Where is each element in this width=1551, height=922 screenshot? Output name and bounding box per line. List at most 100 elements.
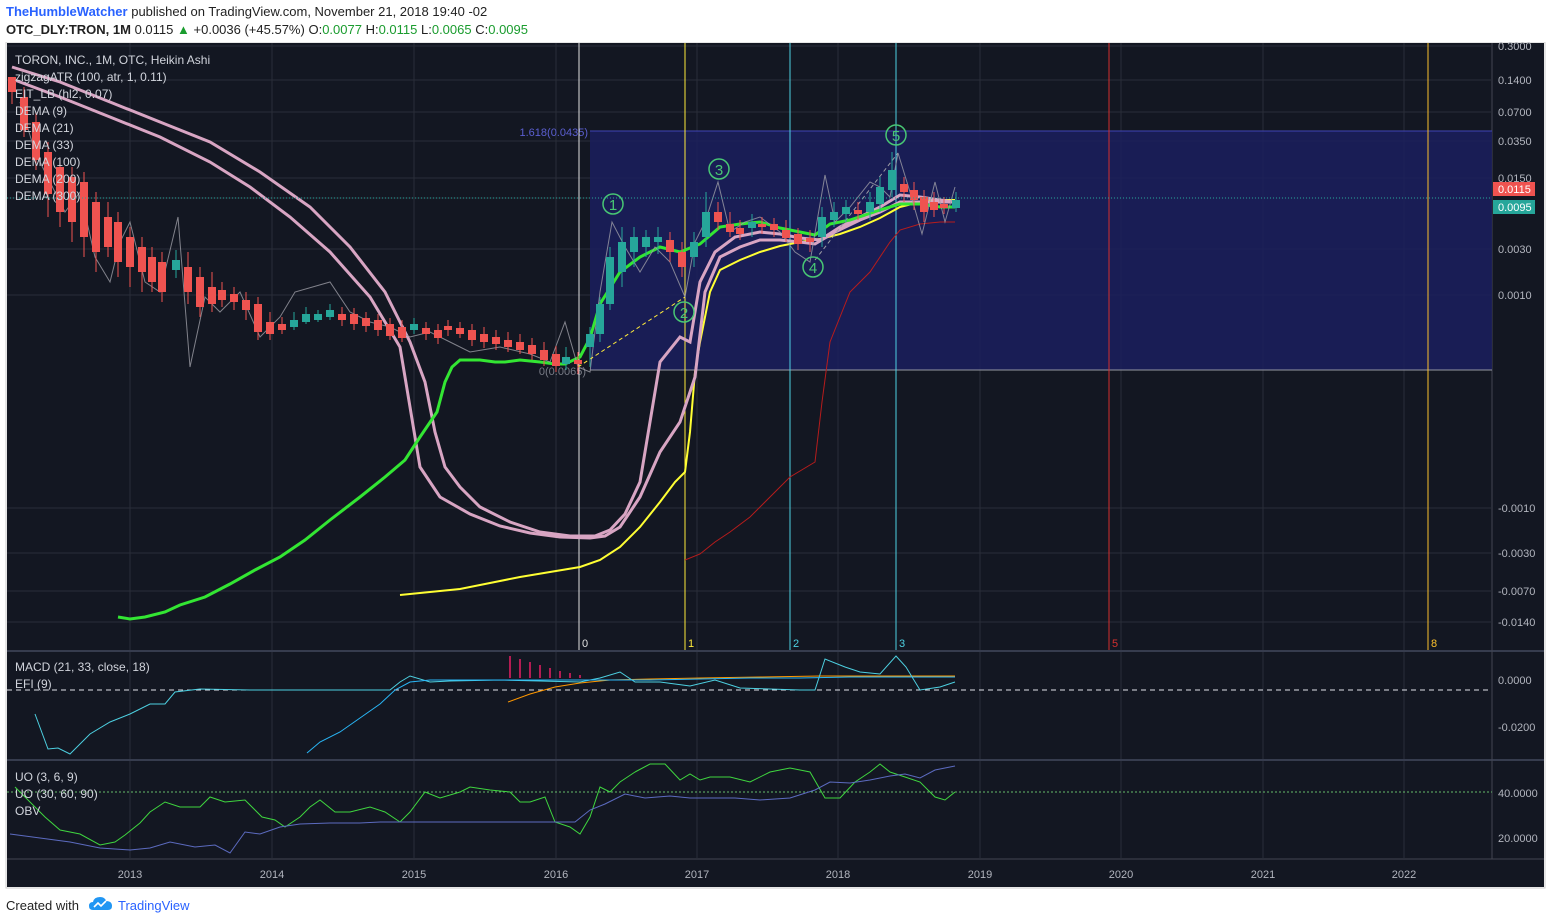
symbol-label[interactable]: OTC_DLY:TRON, 1M	[6, 22, 131, 37]
legend-dema-100[interactable]: DEMA (100)	[15, 155, 80, 169]
fib-time-zones[interactable]: 0 1 2 3 5 8	[578, 43, 1437, 650]
legend-eit[interactable]: EIT_LB (hl2, 0.07)	[15, 87, 112, 101]
ohlc-low-label: L:	[421, 22, 432, 37]
close-price-badge-label: 0.0095	[1498, 202, 1532, 214]
candle-body	[290, 320, 298, 327]
candle-body	[44, 152, 52, 194]
time-tick: 2019	[968, 869, 992, 881]
elliott-wave-labels[interactable]: 1 2 3 4 5	[602, 124, 907, 323]
dema-9-line	[684, 221, 955, 561]
legend-dema-300[interactable]: DEMA (300)	[15, 189, 80, 203]
heikin-ashi-candles[interactable]	[8, 77, 960, 374]
change-up-icon: ▲	[177, 22, 190, 37]
candle-body	[618, 242, 626, 272]
candle-body	[782, 230, 790, 238]
legend-dema-200[interactable]: DEMA (200)	[15, 172, 80, 186]
candle-body	[920, 197, 928, 212]
candle-body	[468, 330, 476, 340]
candle-body	[876, 187, 884, 204]
uo-legend-short[interactable]: UO (3, 6, 9)	[15, 770, 78, 784]
legend-dema-33[interactable]: DEMA (33)	[15, 138, 74, 152]
wave-4-label: 4	[809, 260, 817, 277]
macd-signal-line	[507, 675, 955, 703]
publish-info: published on TradingView.com, November 2…	[131, 4, 488, 19]
macd-indicator[interactable]: MACD (21, 33, close, 18) EFI (9) 0.0000 …	[7, 655, 1535, 755]
dema-21-line	[117, 202, 955, 621]
candle-body	[562, 357, 570, 364]
candle-body	[326, 310, 334, 317]
price-tick: 0.0010	[1498, 290, 1532, 302]
candle-body	[422, 328, 430, 334]
macd-pane[interactable]	[7, 652, 1492, 759]
uo-tick: 20.0000	[1498, 833, 1538, 845]
created-with-label: Created with	[6, 898, 79, 913]
uo-legend-long[interactable]: UO (30, 60, 90)	[15, 787, 98, 801]
time-tick: 2021	[1251, 869, 1275, 881]
candle-body	[114, 222, 122, 262]
wave-3-marker	[708, 158, 730, 180]
candle-body	[736, 228, 744, 234]
last-price-badge	[1493, 182, 1535, 196]
candle-body	[434, 330, 442, 338]
candle-body	[278, 324, 286, 330]
candle-body	[818, 217, 826, 237]
price-scale[interactable]	[1492, 43, 1544, 859]
time-scale[interactable]	[7, 859, 1544, 887]
chart-canvas[interactable]: 1.618(0.0435) 0(0.0065) 0 1 2 3 5 8 1 2 …	[0, 42, 1551, 892]
wave-2-marker	[673, 301, 695, 323]
price-tick: -0.0010	[1498, 503, 1535, 515]
candle-body	[504, 340, 512, 347]
uo-pane[interactable]	[7, 761, 1492, 859]
price-change: +0.0036 (+45.57%)	[193, 22, 305, 37]
candle-body	[196, 277, 204, 307]
candle-body	[606, 257, 614, 304]
candle-body	[654, 237, 662, 242]
macd-histogram	[509, 656, 581, 678]
author-link[interactable]: TheHumbleWatcher	[6, 4, 128, 19]
obv-legend[interactable]: OBV	[15, 804, 40, 818]
price-tick: 0.0350	[1498, 136, 1532, 148]
candle-body	[690, 242, 698, 257]
candle-body	[770, 224, 778, 230]
legend-dema-9[interactable]: DEMA (9)	[15, 104, 67, 118]
tradingview-link[interactable]: TradingView	[118, 898, 190, 913]
candle-body	[910, 190, 918, 200]
candle-body	[374, 320, 382, 330]
main-legend: TORON, INC., 1M, OTC, Heikin Ashi zigzag…	[15, 53, 210, 203]
candle-body	[540, 350, 548, 360]
candle-body	[516, 342, 524, 350]
candle-body	[8, 77, 16, 92]
last-price-badge-label: 0.0115	[1498, 184, 1531, 196]
efi-legend[interactable]: EFI (9)	[15, 677, 52, 691]
candle-body	[208, 287, 216, 304]
legend-dema-21[interactable]: DEMA (21)	[15, 121, 74, 135]
uo-tick: 40.0000	[1498, 788, 1538, 800]
tradingview-cloud-icon[interactable]	[88, 895, 114, 913]
footer: Created with TradingView	[0, 892, 1551, 922]
candle-body	[68, 177, 76, 222]
time-tick: 2018	[826, 869, 850, 881]
uo-indicator[interactable]: UO (3, 6, 9) UO (30, 60, 90) OBV 40.0000…	[7, 763, 1538, 854]
time-tick: 2014	[260, 869, 284, 881]
price-tick: 0.0700	[1498, 107, 1532, 119]
uo-line	[14, 763, 956, 846]
candle-body	[338, 314, 346, 320]
fib-top-label: 1.618(0.0435)	[520, 127, 589, 139]
legend-zigzag[interactable]: zigzagATR (100, atr, 1, 0.11)	[15, 70, 167, 84]
legend-symbol[interactable]: TORON, INC., 1M, OTC, Heikin Ashi	[15, 53, 210, 67]
candle-body	[266, 322, 274, 334]
price-tick: -0.0140	[1498, 617, 1535, 629]
candle-body	[930, 202, 938, 210]
candle-body	[758, 224, 766, 227]
cycle-label: 2	[793, 638, 799, 650]
candle-body	[528, 345, 536, 354]
fib-extension-box[interactable]	[590, 131, 1492, 370]
candle-body	[900, 184, 908, 192]
wave-5-marker	[885, 124, 907, 146]
last-price: 0.0115	[134, 22, 174, 37]
macd-legend[interactable]: MACD (21, 33, close, 18)	[15, 660, 150, 674]
candle-body	[666, 240, 674, 252]
ohlc-open: 0.0077	[322, 22, 362, 37]
time-tick: 2013	[118, 869, 142, 881]
close-price-badge	[1493, 200, 1535, 214]
